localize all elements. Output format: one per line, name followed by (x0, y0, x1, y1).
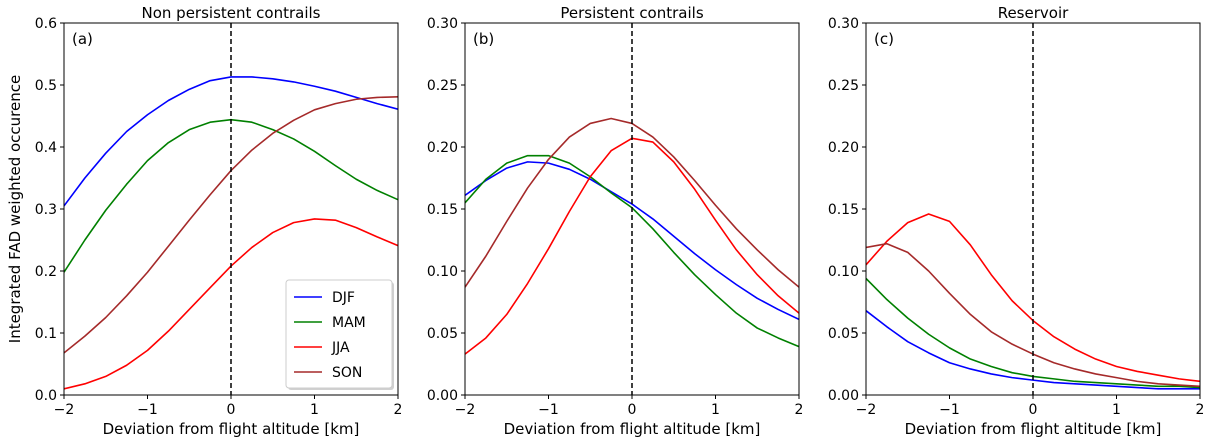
panel-b: −2 −1 0 1 2 0.00 0.05 0.10 0.15 0.20 0.25 0.30 Persi… (427, 4, 804, 438)
y-tick-label: 0.00 (828, 388, 859, 404)
legend-label-djf: DJF (332, 290, 355, 306)
x-tick-label: −2 (455, 402, 476, 418)
x-axis-label: Deviation from flight altitude [km] (103, 420, 360, 438)
y-tick-label: 0.05 (427, 326, 458, 342)
y-tick-label: 0.15 (828, 202, 859, 218)
x-tick-label: −1 (538, 402, 559, 418)
y-tick-label: 0.25 (427, 78, 458, 94)
y-tick-label: 0.10 (427, 264, 458, 280)
legend-label-son: SON (332, 365, 362, 381)
x-tick-label: 1 (711, 402, 720, 418)
x-tick-label: −1 (939, 402, 960, 418)
x-tick-label: 0 (628, 402, 637, 418)
panel-label: (c) (874, 30, 894, 48)
y-tick-label: 0.20 (427, 140, 458, 156)
x-tick-label: −2 (856, 402, 877, 418)
x-axis-label: Deviation from flight altitude [km] (504, 420, 761, 438)
legend: DJF MAM JJA SON (285, 279, 394, 390)
x-tick-label: −2 (54, 402, 75, 418)
y-tick-label: 0.30 (427, 16, 458, 32)
legend-label-mam: MAM (332, 315, 366, 331)
y-tick-label: 0.20 (828, 140, 859, 156)
y-tick-label: 0.2 (35, 264, 57, 280)
y-tick-label: 0.5 (35, 78, 57, 94)
x-tick-label: 1 (310, 402, 319, 418)
y-tick-label: 0.1 (35, 326, 57, 342)
x-tick-label: 0 (227, 402, 236, 418)
panel-title: Non persistent contrails (142, 4, 321, 22)
x-tick-label: 2 (795, 402, 804, 418)
x-tick-label: 1 (1112, 402, 1121, 418)
y-tick-label: 0.00 (427, 388, 458, 404)
y-tick-label: 0.10 (828, 264, 859, 280)
panel-c: −2 −1 0 1 2 0.00 0.05 0.10 0.15 0.20 0.25 0.30 Reser… (828, 4, 1205, 438)
series-line-djf (465, 161, 799, 321)
panel-title: Persistent contrails (560, 4, 703, 22)
y-tick-label: 0.30 (828, 16, 859, 32)
panel-label: (b) (473, 30, 494, 48)
y-tick-label: 0.05 (828, 326, 859, 342)
y-tick-label: 0.15 (427, 202, 458, 218)
series-line-djf (64, 76, 398, 207)
y-tick-label: 0.0 (35, 388, 57, 404)
x-tick-label: 0 (1029, 402, 1038, 418)
y-tick-label: 0.3 (35, 202, 57, 218)
legend-label-jja: JJA (331, 340, 350, 356)
y-tick-label: 0.4 (35, 140, 57, 156)
legend-box (285, 279, 393, 389)
x-tick-label: −1 (137, 402, 158, 418)
series-line-djf (866, 310, 1200, 390)
panel-a: −2 −1 0 1 2 0.0 0.1 0.2 0.3 0.4 0.5 0.6 Non persiste… (6, 4, 402, 438)
panel-label: (a) (72, 30, 93, 48)
y-axis-label: Integrated FAD weighted occurence (6, 75, 24, 343)
x-axis-label: Deviation from flight altitude [km] (905, 420, 1162, 438)
x-tick-label: 2 (394, 402, 403, 418)
x-tick-label: 2 (1196, 402, 1205, 418)
y-tick-label: 0.25 (828, 78, 859, 94)
y-tick-label: 0.6 (35, 16, 57, 32)
panel-title: Reservoir (998, 4, 1069, 22)
